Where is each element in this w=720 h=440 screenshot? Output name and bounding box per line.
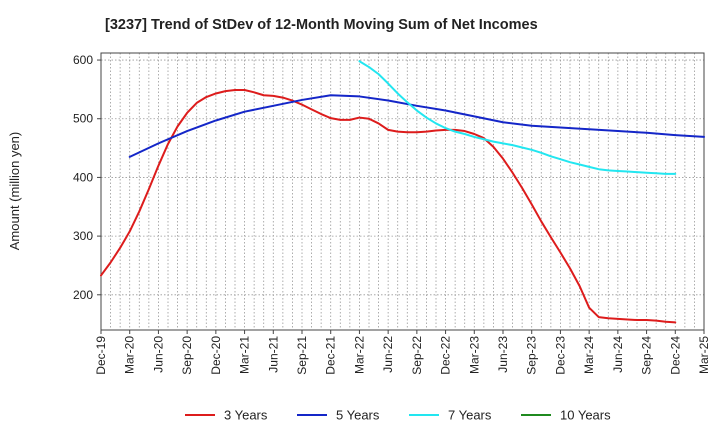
y-axis-label: Amount (million yen)	[7, 132, 22, 251]
x-tick-label: Sep-22	[410, 336, 424, 375]
y-tick-label: 500	[73, 112, 93, 126]
y-tick-label: 400	[73, 170, 93, 184]
x-tick-label: Dec-23	[553, 336, 567, 375]
x-axis: Dec-19 Mar-20 Jun-20 Sep-20 Dec-20 Mar-21 Jun-…	[94, 330, 711, 375]
legend: 3 Years 5 Years 7 Years 10 Years	[185, 408, 611, 423]
grid-lines	[100, 53, 705, 330]
chart-title: [3237] Trend of StDev of 12-Month Moving…	[105, 17, 538, 33]
x-tick-label: Mar-22	[352, 336, 366, 374]
x-tick-label: Dec-24	[668, 336, 682, 375]
x-tick-label: Dec-20	[209, 336, 223, 375]
series-lines	[100, 60, 705, 324]
y-tick-label: 300	[73, 229, 93, 243]
legend-label: 3 Years	[224, 408, 268, 423]
x-tick-label: Dec-19	[94, 336, 108, 375]
x-tick-label: Sep-24	[640, 336, 654, 375]
y-tick-label: 600	[73, 53, 93, 67]
x-tick-label: Mar-21	[238, 336, 252, 374]
x-tick-label: Mar-24	[582, 336, 596, 374]
series-line-7-years	[358, 60, 677, 175]
legend-label: 5 Years	[336, 408, 380, 423]
series-line-3-years	[100, 88, 677, 324]
x-tick-label: Mar-25	[697, 336, 711, 374]
y-axis: 200 300 400 500 600	[73, 53, 101, 302]
x-tick-label: Jun-23	[496, 336, 510, 373]
x-tick-label: Sep-21	[295, 336, 309, 375]
plot-area-border	[100, 52, 705, 331]
legend-label: 10 Years	[560, 408, 611, 423]
x-tick-label: Jun-20	[151, 336, 165, 373]
x-tick-label: Jun-21	[266, 336, 280, 373]
legend-label: 7 Years	[448, 408, 492, 423]
x-tick-label: Dec-21	[324, 336, 338, 375]
y-tick-label: 200	[73, 288, 93, 302]
x-tick-label: Sep-20	[180, 336, 194, 375]
x-tick-label: Sep-23	[525, 336, 539, 375]
x-tick-label: Mar-20	[123, 336, 137, 374]
x-tick-label: Jun-24	[611, 336, 625, 373]
x-tick-label: Mar-23	[467, 336, 481, 374]
x-tick-label: Dec-22	[439, 336, 453, 375]
x-tick-label: Jun-22	[381, 336, 395, 373]
series-line-5-years	[128, 94, 705, 158]
